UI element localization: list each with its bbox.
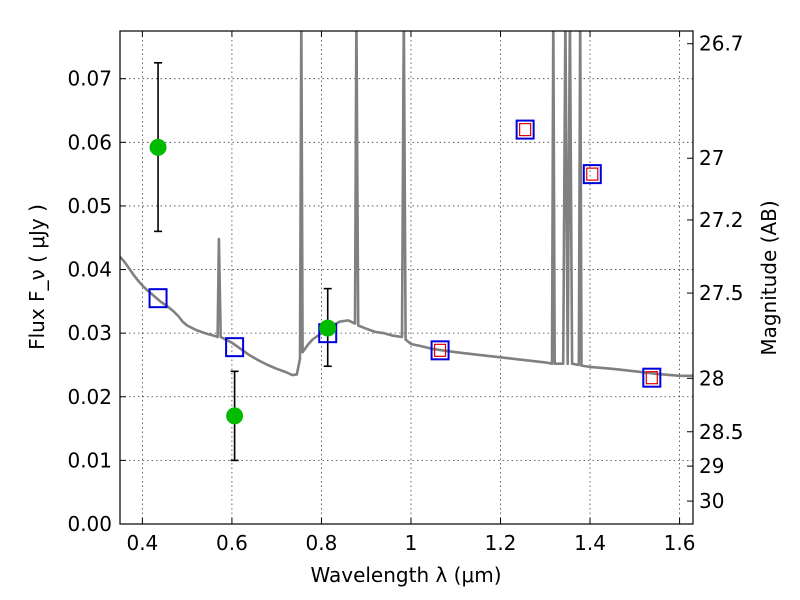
x-tick-label: 1.2 — [485, 531, 517, 555]
x-tick-label: 0.4 — [126, 531, 158, 555]
y-axis-label: Flux F_ν ( μJy ) — [25, 204, 49, 350]
y2-tick-label: 27.2 — [699, 208, 744, 232]
y-tick-label: 0.06 — [67, 130, 112, 154]
y-tick-label: 0.03 — [67, 321, 112, 345]
model-band-square — [642, 367, 662, 388]
plot-frame — [119, 30, 694, 525]
measured-point — [226, 407, 244, 425]
grid-lines — [120, 31, 693, 524]
y2-tick-label: 29 — [699, 454, 724, 478]
x-axis-label: Wavelength λ (μm) — [310, 563, 501, 587]
measured-points — [149, 138, 337, 425]
x-axis-ticks: 0.4 0.6 0.8 1 1.2 1.4 1.6 — [126, 31, 695, 555]
model-band-square — [582, 164, 602, 185]
y2-axis-ticks: 26.7 27 27.2 27.5 28 28.5 29 30 — [687, 32, 744, 513]
y-tick-label: 0.07 — [67, 67, 112, 91]
model-band-inner-markers — [433, 122, 658, 385]
x-tick-label: 0.8 — [306, 531, 338, 555]
y-tick-label: 0.05 — [67, 194, 112, 218]
plot-area — [120, 31, 693, 462]
y-tick-label: 0.01 — [67, 448, 112, 472]
y-tick-label: 0.00 — [67, 512, 112, 536]
measured-point — [149, 138, 167, 156]
x-tick-label: 1.6 — [664, 531, 696, 555]
model-band-inner-square — [519, 122, 532, 137]
model-band-square — [515, 119, 535, 140]
y2-tick-label: 28 — [699, 366, 724, 390]
y2-tick-label: 27.5 — [699, 281, 744, 305]
y2-tick-label: 30 — [699, 489, 724, 513]
x-tick-label: 1.4 — [574, 531, 606, 555]
y2-axis-label: Magnitude (AB) — [757, 200, 781, 355]
y-tick-label: 0.02 — [67, 385, 112, 409]
x-tick-label: 0.6 — [216, 531, 248, 555]
model-band-inner-square — [433, 343, 447, 357]
model-band-square — [430, 340, 450, 361]
model-band-markers — [148, 119, 662, 388]
x-tick-label: 1 — [405, 531, 418, 555]
y2-tick-label: 27 — [699, 146, 724, 170]
model-band-inner-square — [586, 167, 599, 181]
model-band-inner-square — [645, 371, 658, 385]
model-band-square — [225, 337, 245, 358]
y2-tick-label: 28.5 — [699, 420, 744, 444]
measured-point — [319, 319, 337, 337]
model-band-square — [148, 288, 168, 309]
y-axis-ticks: 0.00 0.01 0.02 0.03 0.04 0.05 0.06 0.07 — [67, 67, 126, 536]
y-tick-label: 0.04 — [67, 258, 112, 282]
y2-tick-label: 26.7 — [699, 32, 744, 56]
